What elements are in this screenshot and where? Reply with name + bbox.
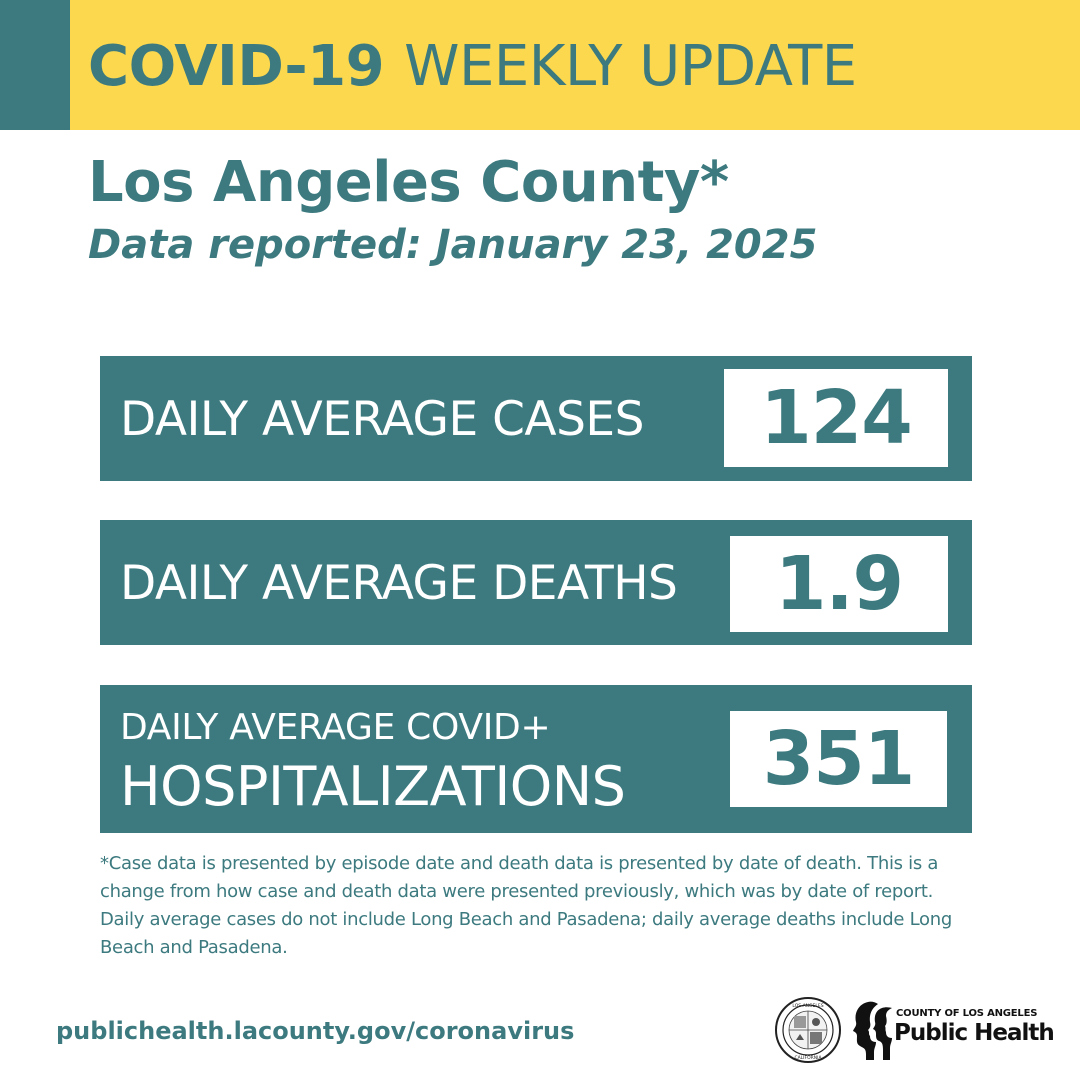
logo-public-health-text: Public Health [894,1020,1055,1046]
stat-label-hosp-line1: DAILY AVERAGE COVID+ [120,707,551,748]
stat-value-box-hosp: 351 [730,711,947,807]
stat-value-box-cases: 124 [724,369,948,467]
stat-label-deaths: DAILY AVERAGE DEATHS [120,556,678,611]
stat-value-deaths: 1.9 [774,541,904,627]
stat-daily-deaths: DAILY AVERAGE DEATHS 1.9 [100,520,972,645]
logo-county-text: COUNTY OF LOS ANGELES [896,1008,1038,1019]
header-band [0,0,1080,130]
data-reported-date: Data reported: January 23, 2025 [88,222,818,268]
footnote: *Case data is presented by episode date … [100,853,952,958]
svg-text:LOS ANGELES: LOS ANGELES [792,1003,823,1009]
stat-daily-hospitalizations: DAILY AVERAGE COVID+ HOSPITALIZATIONS 35… [100,685,972,833]
public-health-logo: COUNTY OF LOS ANGELES Public Health [850,998,1055,1062]
svg-text:CALIFORNIA: CALIFORNIA [794,1055,822,1061]
website-link[interactable]: publichealth.lacounty.gov/coronavirus [56,1017,575,1045]
stat-label-hosp-line2: HOSPITALIZATIONS [120,755,626,818]
stat-label-cases: DAILY AVERAGE CASES [120,392,644,447]
stat-value-cases: 124 [760,375,912,461]
stat-value-hosp: 351 [762,716,915,802]
stat-daily-cases: DAILY AVERAGE CASES 124 [100,356,972,481]
stat-value-box-deaths: 1.9 [730,536,948,632]
county-heading: Los Angeles County* [88,150,729,215]
county-seal-icon: LOS ANGELES CALIFORNIA [775,997,841,1063]
title-covid: COVID-19 [88,33,385,99]
public-health-profiles-icon [853,1001,892,1060]
title-weekly-update: WEEKLY UPDATE [404,33,857,99]
header-accent-bar [0,0,70,130]
page-title: COVID-19 WEEKLY UPDATE [88,26,857,106]
